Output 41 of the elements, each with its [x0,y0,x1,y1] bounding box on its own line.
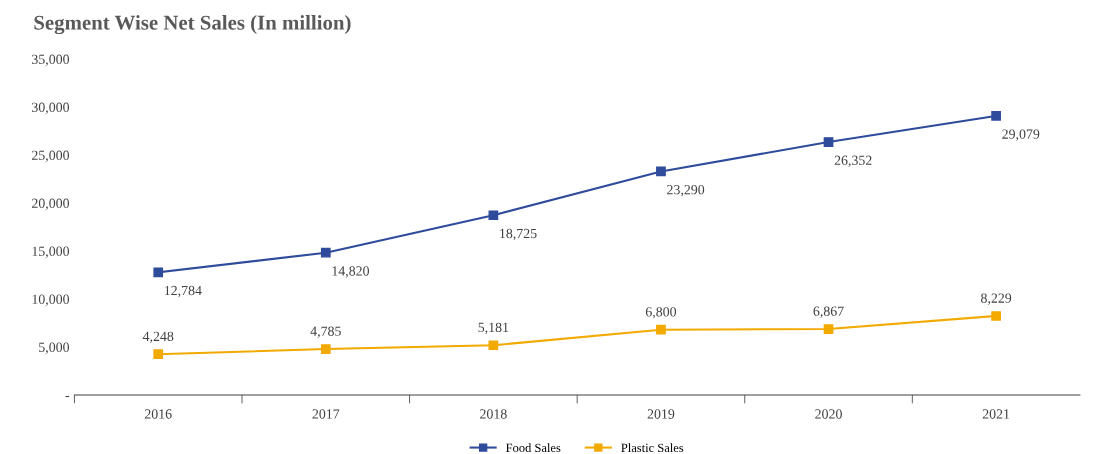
data-label: 4,785 [310,326,341,338]
y-tick-label: 30,000 [32,102,70,114]
chart-title: Segment Wise Net Sales (In million) [34,15,351,35]
legend-label: Plastic Sales [621,443,684,453]
point [823,137,834,147]
point [320,247,331,258]
x-tick-label: 2020 [815,409,842,419]
data-label: 8,229 [981,293,1012,305]
point [656,324,666,335]
x-tick-label: 2016 [144,409,172,419]
data-label: 6,867 [813,306,844,318]
point [153,349,164,360]
data-label: 14,820 [332,266,370,278]
point [823,324,834,334]
point [320,344,331,354]
data-label: 18,725 [500,228,537,241]
y-tick-label: 25,000 [31,150,70,162]
data-label: 29,079 [1002,129,1040,141]
point [656,166,666,177]
data-label: 5,181 [478,322,509,335]
point [153,267,164,278]
y-tick-label: 5,000 [39,342,70,354]
x-tick-label: 2018 [480,409,507,419]
data-label: 23,290 [667,184,705,197]
point [991,110,1001,121]
x-tick-label: 2017 [312,409,340,419]
legend-label: Food Sales [506,443,561,453]
x-tick-label: 2021 [982,409,1010,419]
data-label: 26,352 [834,155,872,167]
data-label: 12,784 [165,285,202,298]
y-tick-label: 20,000 [31,198,70,210]
x-tick-label: 2019 [647,409,675,419]
data-label: 6,800 [645,307,677,319]
y-tick-label: 35,000 [32,54,70,66]
y-tick-label: - [65,396,70,398]
point [991,311,1001,321]
y-tick-label: 10,000 [32,294,70,306]
point [488,210,499,221]
y-tick-label: 15,000 [32,246,70,258]
point [488,340,499,351]
data-label: 4,248 [142,331,174,344]
